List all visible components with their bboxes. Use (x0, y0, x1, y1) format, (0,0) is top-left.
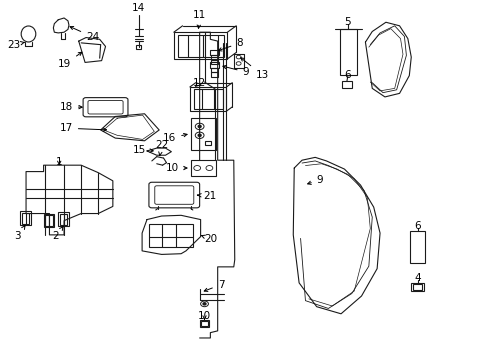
Bar (193, 89, 222, 109)
Text: 18: 18 (60, 102, 82, 112)
Bar (409, 231, 424, 263)
Bar (210, 50, 219, 55)
Text: 2: 2 (52, 226, 63, 241)
Text: 14: 14 (132, 3, 145, 13)
Bar (199, 320, 209, 327)
Text: 6: 6 (413, 221, 420, 231)
Bar (200, 321, 208, 326)
Text: 1: 1 (56, 157, 62, 167)
Bar (45, 215, 53, 226)
Text: 4: 4 (413, 273, 420, 283)
Text: 7: 7 (204, 280, 224, 292)
Text: 22: 22 (155, 140, 168, 156)
Text: 12: 12 (192, 78, 205, 89)
Text: 21: 21 (197, 191, 216, 201)
Bar (149, 224, 193, 247)
Bar (190, 160, 216, 176)
Bar (412, 284, 422, 290)
Text: 9: 9 (307, 175, 323, 185)
Text: 6: 6 (344, 70, 350, 80)
Text: 13: 13 (240, 58, 268, 80)
Bar (211, 55, 218, 60)
Circle shape (198, 125, 201, 127)
Text: 8: 8 (218, 38, 243, 51)
Circle shape (198, 134, 201, 136)
Text: 10: 10 (165, 163, 186, 173)
Bar (211, 68, 218, 72)
Text: 16: 16 (163, 133, 187, 143)
Text: 15: 15 (132, 144, 153, 154)
Text: 9: 9 (223, 66, 249, 77)
Bar (173, 32, 227, 59)
Text: 10: 10 (198, 311, 211, 321)
Bar (60, 214, 67, 225)
Text: 23: 23 (8, 40, 24, 50)
Bar (190, 117, 216, 149)
Bar (205, 141, 211, 145)
Text: 11: 11 (193, 10, 206, 28)
Bar (21, 213, 29, 224)
Bar (189, 87, 226, 111)
Bar (410, 283, 423, 291)
Text: 20: 20 (201, 234, 217, 244)
Bar (211, 60, 218, 64)
Bar (136, 45, 141, 49)
Text: 19: 19 (58, 52, 81, 69)
Text: 5: 5 (344, 17, 350, 27)
Bar (341, 81, 351, 88)
Bar (58, 212, 69, 226)
Bar (210, 62, 219, 68)
Bar (43, 213, 54, 227)
Bar (177, 35, 223, 57)
Bar (211, 72, 218, 77)
Text: 17: 17 (60, 123, 106, 133)
Text: 3: 3 (15, 226, 25, 241)
Bar (20, 211, 31, 225)
Bar (339, 29, 356, 75)
Text: 24: 24 (70, 27, 99, 42)
Circle shape (203, 303, 205, 305)
